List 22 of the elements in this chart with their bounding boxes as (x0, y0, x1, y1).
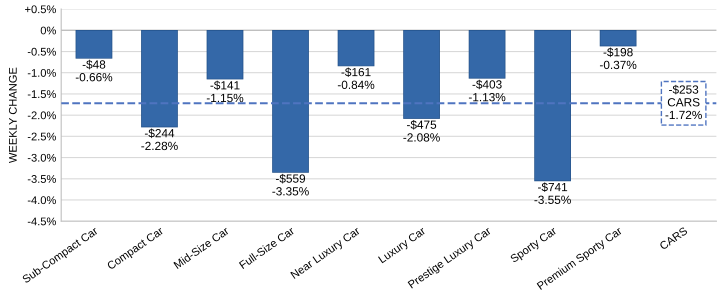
data-label: -$198 -0.37% (600, 48, 636, 70)
y-tick-label: -2.5% (28, 132, 56, 140)
y-tick-label: -1.5% (28, 90, 56, 98)
y-tick-label: -3.5% (28, 175, 56, 183)
y-tick-label: +0.5% (25, 5, 56, 14)
y-axis-title: WEEKLY CHANGE (8, 68, 17, 164)
data-label: -$741 -3.55% (534, 182, 571, 204)
y-tick-label: -1.0% (28, 68, 56, 77)
y-tick-label: -3.0% (28, 154, 56, 162)
y-tick-label: -4.0% (28, 196, 56, 204)
data-label: -$559 -3.35% (272, 174, 309, 196)
data-label: -$403 -1.13% (468, 80, 506, 102)
y-tick-label: 0% (40, 26, 56, 34)
y-tick-label: -0.5% (28, 48, 56, 56)
data-label: -$141 -1.15% (206, 80, 244, 102)
data-label: -$475 -2.08% (403, 120, 440, 142)
y-tick-label: -2.0% (28, 111, 56, 120)
data-label: -$161 -0.84% (338, 67, 374, 90)
data-label: -$244 -2.28% (141, 128, 178, 150)
ref-line-label: -$253 CARS -1.72% (665, 84, 702, 120)
y-tick-label: -4.5% (28, 218, 56, 226)
data-label: -$48 -0.66% (76, 60, 112, 82)
